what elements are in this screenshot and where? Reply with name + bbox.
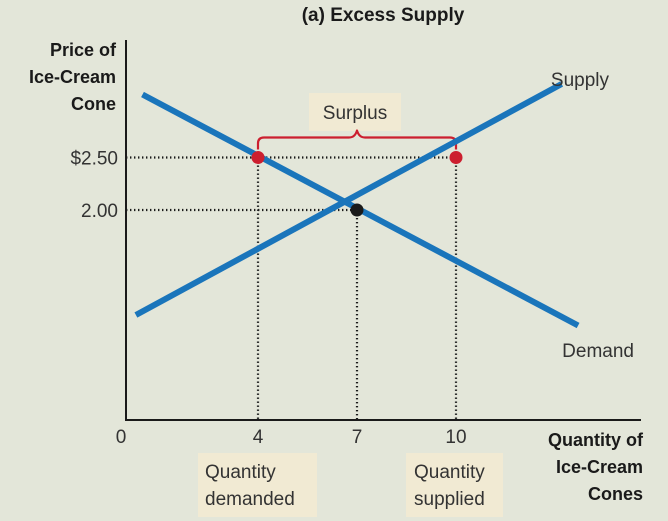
y-tick-label-1: 2.00	[81, 201, 118, 222]
x-axis-label-line-3: Cones	[588, 484, 643, 504]
quantity-supplied-annotation: Quantity supplied	[406, 453, 503, 517]
marked-point-0	[251, 151, 265, 164]
quantity-demanded-line-2: demanded	[205, 489, 295, 510]
quantity-demanded-line-1: Quantity	[205, 462, 276, 483]
quantity-demanded-annotation: Quantity demanded	[198, 453, 317, 517]
marked-point-1	[449, 151, 463, 164]
y-axis-label-line-1: Price of	[50, 40, 117, 60]
y-axis-label-line-3: Cone	[71, 94, 116, 114]
surplus-label: Surplus	[323, 103, 387, 124]
quantity-supplied-line-1: Quantity	[414, 462, 485, 483]
chart-title: (a) Excess Supply	[302, 5, 465, 26]
guide-lines	[126, 156, 458, 420]
surplus-label-box	[309, 93, 401, 131]
x-tick-label-10: 10	[445, 427, 466, 448]
supply-curve	[134, 81, 564, 318]
x-tick-labels: 0 4 7 10	[116, 427, 467, 448]
equilibrium-points	[251, 151, 463, 217]
supply-curve-label: Supply	[551, 70, 610, 91]
surplus-annotation: Surplus	[256, 93, 458, 150]
quantity-supplied-line-2: supplied	[414, 489, 485, 510]
y-tick-label-0: $2.50	[70, 149, 118, 170]
marked-point-2	[350, 203, 364, 217]
x-tick-label-0: 0	[116, 427, 127, 448]
surplus-bracket	[256, 129, 458, 150]
x-axis-label-line-2: Ice-Cream	[556, 457, 643, 477]
quantity-demanded-box	[198, 453, 317, 517]
x-axis-label-line-1: Quantity of	[548, 430, 644, 450]
demand-curve-label: Demand	[562, 341, 634, 362]
y-tick-labels: $2.50 2.00	[70, 149, 118, 223]
y-axis-label-line-2: Ice-Cream	[29, 67, 116, 87]
x-tick-label-7: 7	[352, 427, 363, 448]
quantity-supplied-box	[406, 453, 503, 517]
x-tick-label-4: 4	[253, 427, 264, 448]
